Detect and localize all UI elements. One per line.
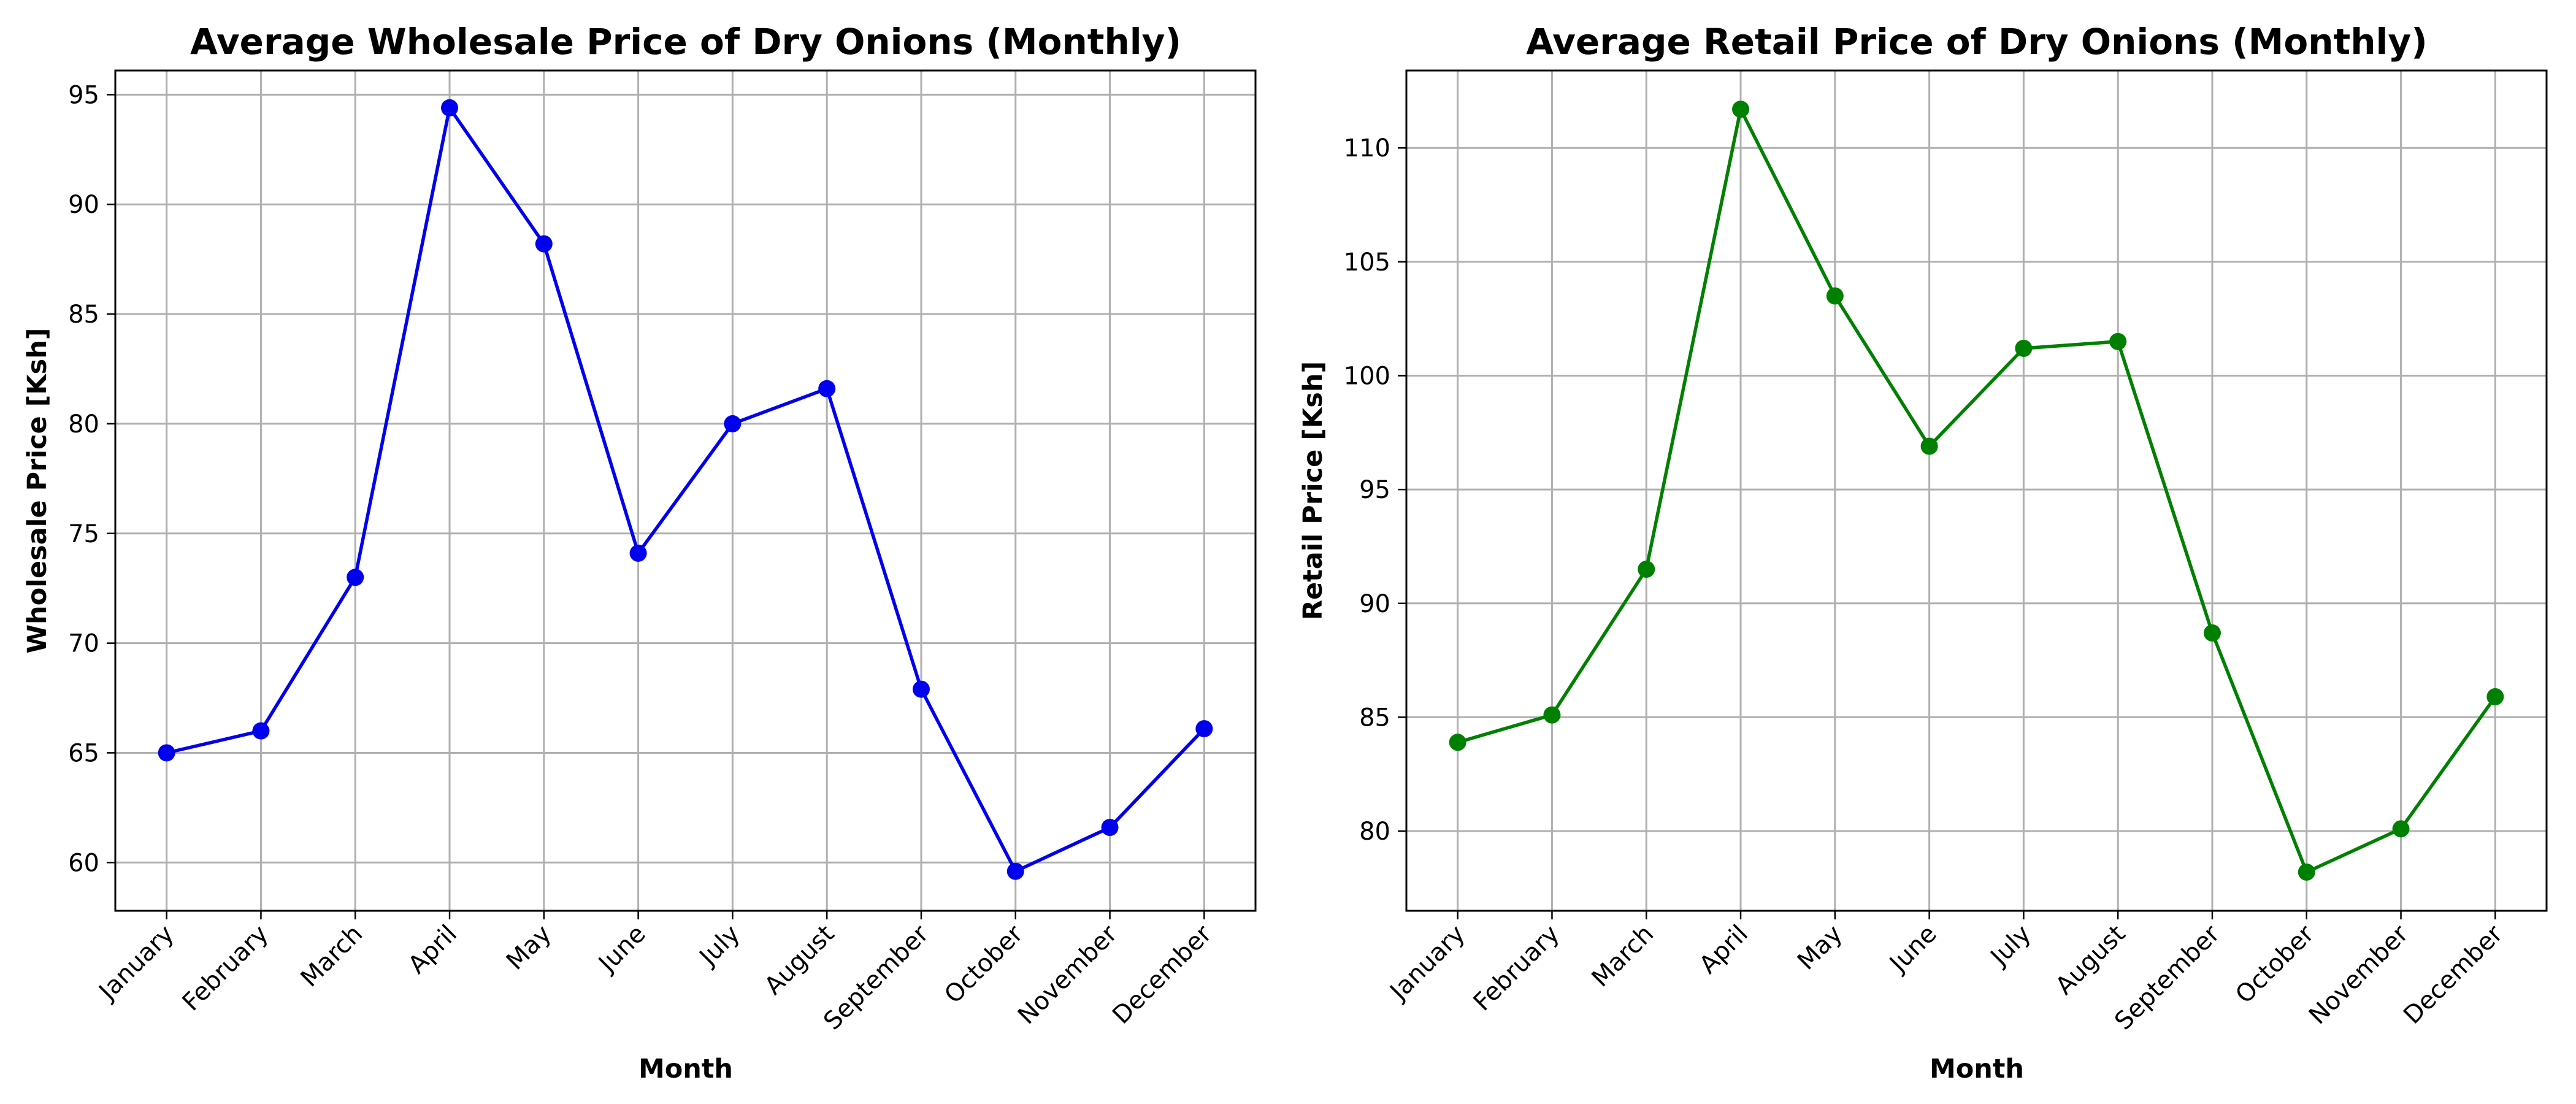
y-tick-label: 110: [1344, 134, 1390, 163]
y-tick-label: 80: [1359, 818, 1390, 846]
y-tick-label: 85: [68, 301, 99, 329]
data-point: [2298, 863, 2315, 881]
series-line: [164, 106, 1206, 873]
data-point: [1195, 720, 1213, 738]
grid: [115, 71, 1255, 911]
data-point: [818, 380, 836, 397]
data-point: [252, 722, 270, 740]
grid: [1406, 71, 2547, 911]
y-tick-label: 95: [68, 81, 99, 109]
y-tick-label: 60: [68, 849, 99, 877]
y-tick-label: 70: [68, 630, 99, 658]
y-tick-label: 80: [68, 410, 99, 439]
y-axis-label: Retail Price [Ksh]: [1298, 361, 1328, 620]
series-line: [1455, 107, 2497, 874]
data-point: [2486, 688, 2504, 706]
data-point: [1101, 819, 1119, 837]
y-tick-label: 90: [1359, 590, 1390, 618]
data-point: [2392, 820, 2410, 838]
plot-frame: [114, 69, 1257, 912]
data-point: [1006, 862, 1024, 880]
data-point: [1826, 287, 1844, 305]
data-point: [158, 744, 175, 762]
data-point: [724, 415, 742, 432]
data-point: [1449, 734, 1466, 751]
data-point: [2015, 339, 2033, 357]
data-point: [2109, 332, 2127, 350]
series-retail: [1449, 101, 2504, 881]
chart-title: Average Retail Price of Dry Onions (Mont…: [1526, 21, 2427, 63]
data-point: [912, 680, 930, 698]
chart-title: Average Wholesale Price of Dry Onions (M…: [190, 21, 1181, 63]
data-point: [1920, 437, 1938, 455]
plot-frame: [1405, 69, 2548, 912]
data-point: [1638, 561, 1655, 578]
data-point: [347, 569, 364, 586]
series-wholesale: [158, 99, 1213, 880]
data-point: [441, 99, 459, 117]
x-axis-label: Month: [638, 1054, 733, 1084]
y-tick-label: 105: [1344, 248, 1390, 277]
data-point: [629, 544, 647, 562]
y-axis: 80 85 90 95 100 105 110: [1344, 134, 1406, 846]
y-tick-label: 90: [68, 191, 99, 219]
x-axis-label: Month: [1930, 1054, 2024, 1084]
data-point: [1732, 101, 1750, 118]
data-point: [1543, 706, 1561, 724]
y-tick-label: 85: [1359, 703, 1390, 732]
data-point: [2203, 624, 2221, 642]
y-tick-label: 65: [68, 739, 99, 767]
y-tick-label: 75: [68, 520, 99, 548]
data-point: [535, 235, 553, 253]
y-axis: 60 65 70 75 80 85 90 95: [68, 81, 115, 877]
y-tick-label: 95: [1359, 476, 1390, 504]
y-tick-label: 100: [1344, 362, 1390, 391]
y-axis-label: Wholesale Price [Ksh]: [22, 328, 53, 654]
